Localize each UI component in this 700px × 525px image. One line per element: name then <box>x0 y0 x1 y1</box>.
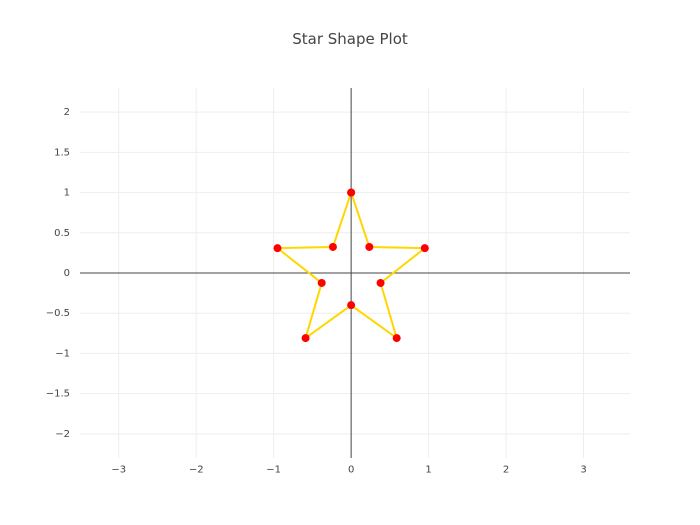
zero-lines <box>80 88 630 458</box>
x-tick-label: −2 <box>189 464 204 475</box>
tick-labels: −3 −2 −1 0 1 2 3 −2 −1.5 −1 −0.5 0 0.5 1 1.5 2 <box>46 107 587 475</box>
x-tick-label: −1 <box>266 464 281 475</box>
y-tick-label: 2 <box>64 107 70 118</box>
x-tick-label: 0 <box>348 464 354 475</box>
y-tick-label: 1 <box>64 188 70 199</box>
data-point <box>392 334 401 343</box>
y-tick-label: −0.5 <box>46 308 70 319</box>
series-layer <box>273 188 429 343</box>
data-point <box>376 278 385 287</box>
y-tick-label: 0.5 <box>54 228 70 239</box>
y-tick-label: 0 <box>64 268 70 279</box>
data-point <box>347 301 356 310</box>
x-tick-label: 2 <box>503 464 509 475</box>
data-point <box>273 244 282 253</box>
data-point <box>328 242 337 251</box>
data-point <box>317 278 326 287</box>
chart-title: Star Shape Plot <box>292 30 408 48</box>
x-tick-label: 1 <box>425 464 431 475</box>
data-point <box>301 334 310 343</box>
data-point <box>347 188 356 197</box>
y-tick-label: −2 <box>55 429 70 440</box>
data-point <box>365 242 374 251</box>
data-point <box>420 244 429 253</box>
x-tick-label: −3 <box>111 464 126 475</box>
x-tick-label: 3 <box>580 464 586 475</box>
y-tick-label: −1 <box>55 348 70 359</box>
y-tick-label: −1.5 <box>46 389 70 400</box>
y-tick-label: 1.5 <box>54 147 70 158</box>
